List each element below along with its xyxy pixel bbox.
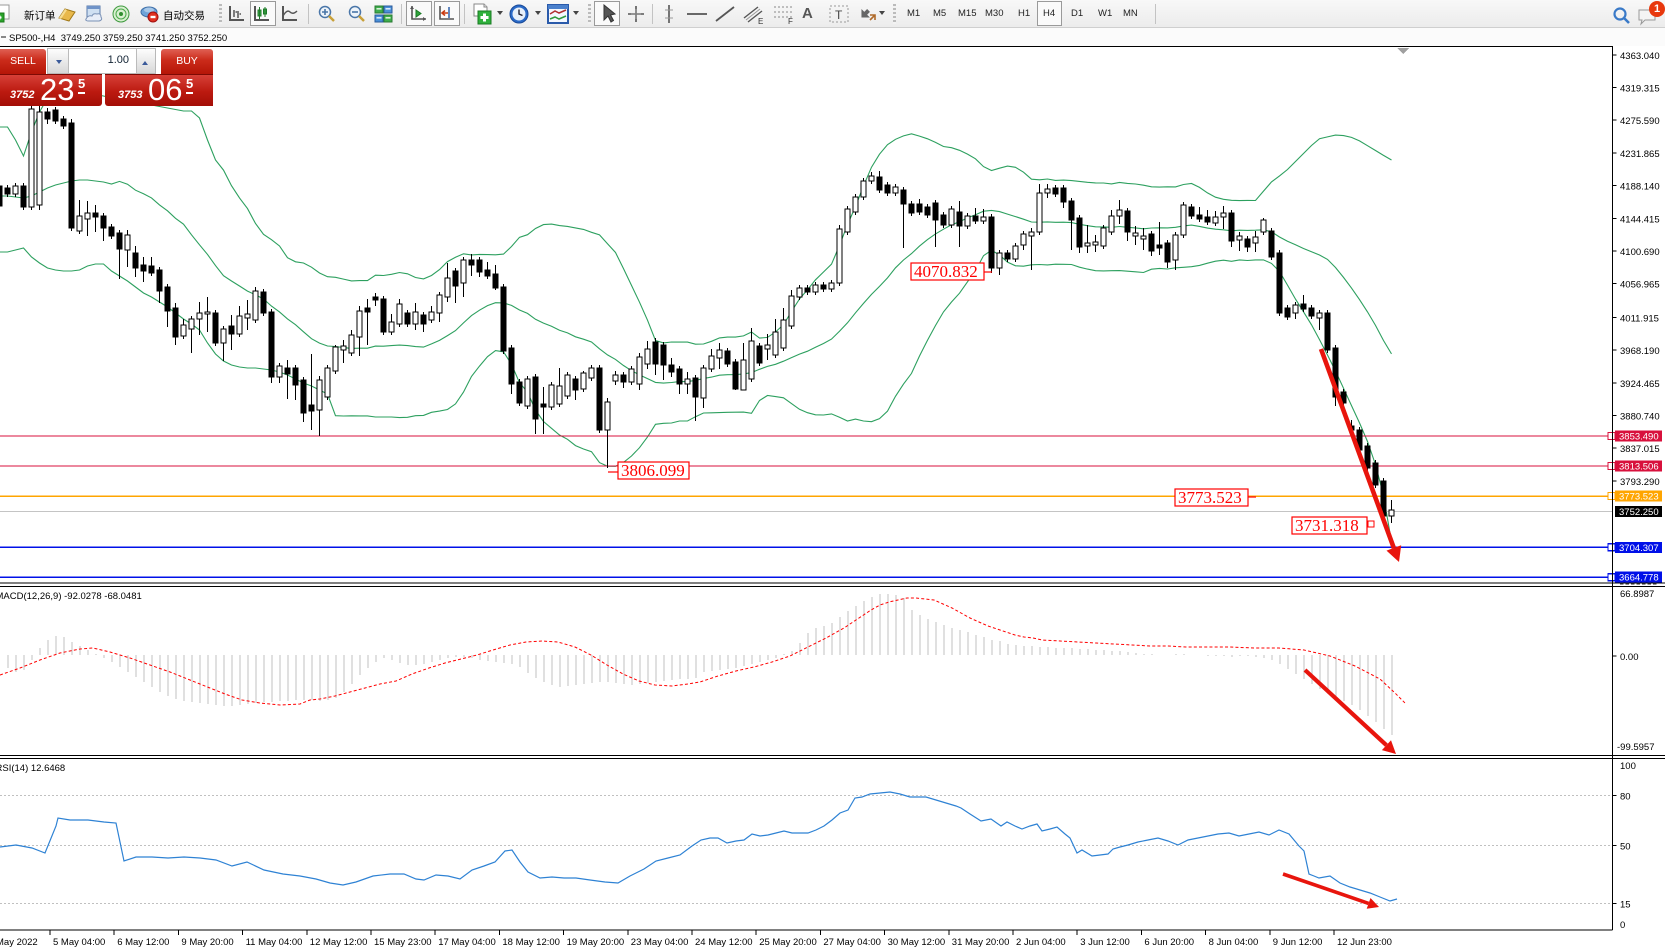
svg-text:24 May 12:00: 24 May 12:00 <box>695 937 753 948</box>
svg-text:-99.5957: -99.5957 <box>1617 742 1655 753</box>
svg-text:4231.865: 4231.865 <box>1620 149 1660 160</box>
svg-text:4056.965: 4056.965 <box>1620 280 1660 291</box>
svg-text:MACD(12,26,9) -92.0278 -68.048: MACD(12,26,9) -92.0278 -68.0481 <box>0 591 142 602</box>
svg-text:9 Jun 12:00: 9 Jun 12:00 <box>1273 937 1323 948</box>
svg-text:9 May 20:00: 9 May 20:00 <box>181 937 233 948</box>
svg-text:19 May 20:00: 19 May 20:00 <box>567 937 625 948</box>
svg-text:12 May 12:00: 12 May 12:00 <box>310 937 368 948</box>
svg-text:8 Jun 04:00: 8 Jun 04:00 <box>1209 937 1259 948</box>
svg-text:E: E <box>758 17 763 25</box>
svg-text:3704.307: 3704.307 <box>1619 543 1659 554</box>
svg-text:15: 15 <box>1620 900 1631 911</box>
svg-text:3773.523: 3773.523 <box>1619 492 1659 503</box>
svg-text:3752.250: 3752.250 <box>1619 507 1659 518</box>
svg-text:12 Jun 23:00: 12 Jun 23:00 <box>1337 937 1392 948</box>
svg-text:18 May 12:00: 18 May 12:00 <box>502 937 560 948</box>
svg-text:23 May 04:00: 23 May 04:00 <box>631 937 689 948</box>
svg-text:31 May 20:00: 31 May 20:00 <box>952 937 1010 948</box>
svg-text:0: 0 <box>1620 920 1625 931</box>
svg-text:27 May 04:00: 27 May 04:00 <box>823 937 881 948</box>
svg-text:F: F <box>788 17 793 25</box>
svg-text:RSI(14) 12.6468: RSI(14) 12.6468 <box>0 763 65 774</box>
svg-text:0.00: 0.00 <box>1620 652 1639 663</box>
svg-text:T: T <box>835 8 843 22</box>
svg-text:25 May 20:00: 25 May 20:00 <box>759 937 817 948</box>
svg-text:3880.740: 3880.740 <box>1620 412 1660 423</box>
svg-text:100: 100 <box>1620 761 1636 772</box>
svg-text:4100.690: 4100.690 <box>1620 247 1660 258</box>
svg-text:4144.415: 4144.415 <box>1620 214 1660 225</box>
svg-text:17 May 04:00: 17 May 04:00 <box>438 937 496 948</box>
svg-text:4363.040: 4363.040 <box>1620 51 1660 62</box>
svg-text:3806.099: 3806.099 <box>621 461 685 480</box>
svg-text:3924.465: 3924.465 <box>1620 379 1660 390</box>
svg-text:6 May 12:00: 6 May 12:00 <box>117 937 169 948</box>
svg-text:6 Jun 20:00: 6 Jun 20:00 <box>1144 937 1194 948</box>
svg-text:15 May 23:00: 15 May 23:00 <box>374 937 432 948</box>
svg-text:3664.778: 3664.778 <box>1619 573 1659 584</box>
svg-text:30 May 12:00: 30 May 12:00 <box>888 937 946 948</box>
svg-text:50: 50 <box>1620 841 1631 852</box>
svg-text:2 Jun 04:00: 2 Jun 04:00 <box>1016 937 1066 948</box>
svg-text:4188.140: 4188.140 <box>1620 182 1660 193</box>
svg-text:4319.315: 4319.315 <box>1620 84 1660 95</box>
svg-text:80: 80 <box>1620 791 1631 802</box>
svg-text:5 May 04:00: 5 May 04:00 <box>53 937 105 948</box>
svg-text:4275.590: 4275.590 <box>1620 116 1660 127</box>
svg-text:3 Jun 12:00: 3 Jun 12:00 <box>1080 937 1130 948</box>
svg-text:May 2022: May 2022 <box>0 937 38 948</box>
svg-text:3853.490: 3853.490 <box>1619 432 1659 443</box>
svg-text:66.8987: 66.8987 <box>1620 589 1654 600</box>
svg-text:3813.506: 3813.506 <box>1619 462 1659 473</box>
svg-text:3837.015: 3837.015 <box>1620 444 1660 455</box>
svg-text:4011.915: 4011.915 <box>1620 313 1659 324</box>
svg-text:4070.832: 4070.832 <box>914 262 978 281</box>
svg-text:3793.290: 3793.290 <box>1620 477 1660 488</box>
svg-text:3773.523: 3773.523 <box>1178 488 1242 507</box>
svg-text:11 May 04:00: 11 May 04:00 <box>246 937 303 948</box>
svg-text:3968.190: 3968.190 <box>1620 346 1660 357</box>
svg-text:3731.318: 3731.318 <box>1295 516 1359 535</box>
